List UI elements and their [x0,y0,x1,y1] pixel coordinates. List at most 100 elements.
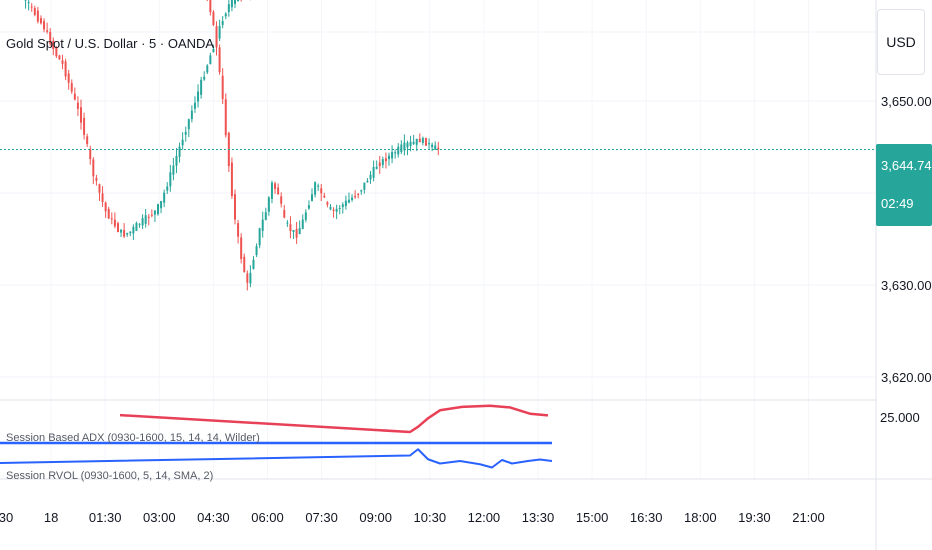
candle-body [363,182,366,190]
candle-body [326,202,329,205]
candle-body [314,182,317,195]
candle-body [43,21,46,30]
candle-body [298,228,301,235]
candle-body [335,208,338,212]
candle-body [332,209,335,211]
candle-body [230,162,233,197]
candle-body [120,229,123,233]
candle-body [144,215,147,224]
time-tick-label: 16:30 [630,510,663,525]
candle-body [304,212,307,220]
candle-body [434,145,437,150]
time-tick-label: 06:00 [251,510,284,525]
candle-body [437,147,440,150]
candle-body [197,91,200,102]
candle-body [283,210,286,218]
candle-body [73,93,76,100]
candle-body [147,216,150,218]
candle-body [409,141,412,147]
rvol-legend-label[interactable]: Session RVOL (0930-1600, 5, 14, SMA, 2) [6,470,213,482]
candle-body [301,219,304,229]
candle-body [61,60,64,64]
candle-body [381,159,384,165]
candle-body [397,146,400,155]
candle-body [153,210,156,215]
candle-body [243,256,246,272]
candle-body [107,208,110,219]
symbol-title[interactable]: Gold Spot / U.S. Dollar · 5 · OANDA [6,36,214,51]
candle-body [175,156,178,166]
price-tick-label: 3,630.000 [881,278,932,293]
currency-button[interactable]: USD [877,9,925,75]
candle-body [311,194,313,202]
candle-body [403,142,406,151]
time-tick-label: 04:30 [197,510,230,525]
candle-body [36,10,39,22]
candle-body [252,259,255,269]
candle-body [274,183,277,189]
candle-body [237,223,240,237]
candle-body [166,186,169,191]
candle-body [218,47,221,73]
candle-body [193,102,196,109]
time-tick-label: 18:00 [684,510,717,525]
candle-body [30,6,33,8]
candle-body [215,26,218,48]
candle-body [230,0,233,8]
candle-body [246,273,249,283]
candle-body [206,65,209,73]
time-axis[interactable]: 12:30 18 01:30 03:00 04:30 06:00 07:30 09:00 10:… [0,510,825,525]
candle-body [391,151,394,159]
candle-body [277,187,280,195]
candle-body [86,136,89,145]
candle-body [98,184,101,193]
candle-body [104,202,107,212]
candle-body [388,155,390,160]
candle-body [83,117,86,135]
candle-body [113,219,116,227]
candle-body [369,174,372,180]
candle-body [360,190,363,192]
candle-body [424,137,427,146]
candle-body [384,158,387,162]
candle-body [138,223,141,225]
candle-body [224,99,227,136]
candle-body [76,102,79,109]
candle-body [227,4,230,13]
candle-body [255,246,258,255]
candle-body [341,204,344,208]
candle-body [394,152,397,154]
time-tick-label: 09:00 [359,510,392,525]
candlestick-series [24,0,440,291]
candle-body [55,47,58,57]
candle-body [267,197,270,212]
candle-body [378,162,381,167]
time-tick-label: 01:30 [89,510,122,525]
candle-body [431,144,434,148]
candle-body [375,166,378,169]
adx-legend-label[interactable]: Session Based ADX (0930-1600, 15, 14, 14… [6,432,260,444]
candle-body [212,48,215,53]
candle-body [70,83,73,92]
candle-body [49,32,52,44]
candle-body [320,188,323,194]
candle-body [338,208,341,210]
time-tick-label: 15:00 [576,510,609,525]
candle-body [163,192,166,203]
bar-countdown: 02:49 [881,196,914,211]
candle-body [428,143,431,145]
rvol-indicator-line [0,448,553,469]
candle-body [421,138,424,143]
price-tick-label: 3,620.000 [881,370,932,385]
candle-body [270,182,273,199]
candle-body [135,222,138,231]
candle-body [418,138,421,143]
time-tick-label: 10:30 [414,510,447,525]
candle-body [141,218,144,226]
candle-body [406,142,409,148]
time-tick-label: 12:00 [468,510,501,525]
time-tick-label: 21:00 [792,510,825,525]
candle-body [52,40,55,49]
